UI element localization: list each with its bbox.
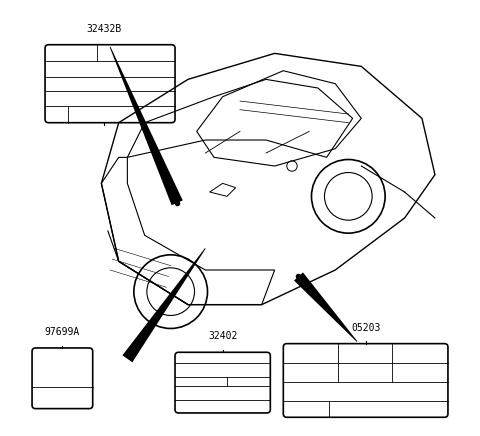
Text: 32432B: 32432B [86, 24, 121, 34]
Polygon shape [294, 272, 357, 342]
Text: 05203: 05203 [351, 323, 380, 333]
Text: 97699A: 97699A [45, 327, 80, 337]
Text: 32402: 32402 [208, 331, 237, 341]
Polygon shape [122, 248, 206, 362]
Polygon shape [109, 47, 183, 205]
